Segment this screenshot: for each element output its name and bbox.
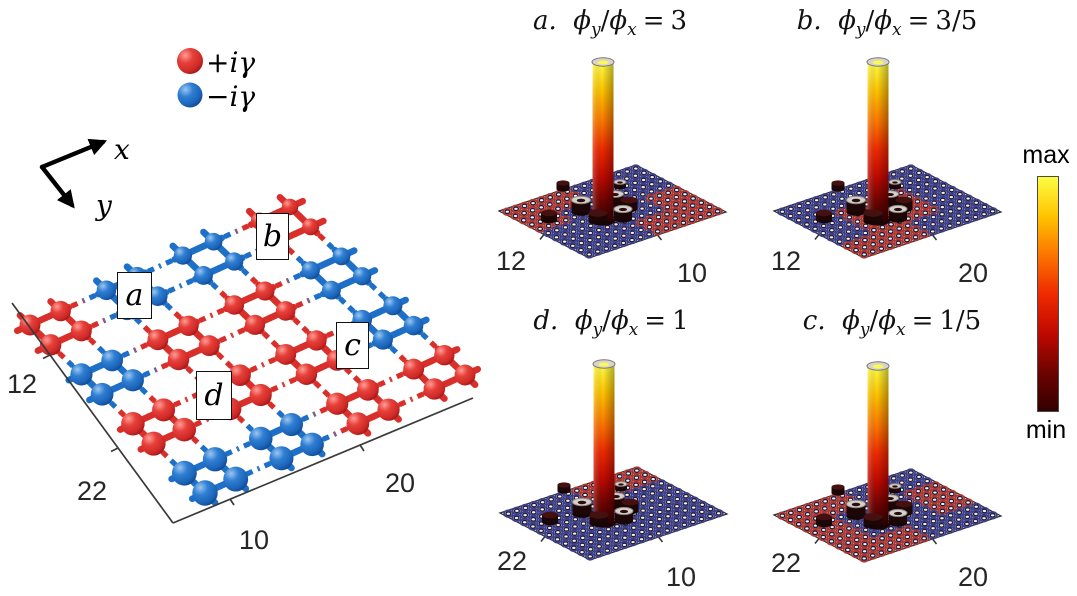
satellite-bars-back (557, 481, 639, 518)
lattice-bonds (13, 194, 482, 506)
colorbar-max-label: max (1022, 141, 1070, 169)
lattice-y-tick-22: 22 (76, 476, 108, 506)
panel-a-title: a. ϕy/ϕx = 3 (532, 6, 688, 41)
panel-a-3d-bar (497, 57, 728, 259)
legend-label-plus-i-gamma: +iγ (206, 46, 256, 79)
satellite-bars-front (816, 508, 908, 529)
satellite-bars-front (816, 204, 908, 225)
lattice-3d-diagram (11, 48, 482, 524)
panel-b-plot: 12 20 (770, 48, 1030, 298)
axis-key-arrows (39, 138, 108, 209)
panel-b-y-tick: 12 (770, 246, 802, 276)
panel-c-title: c. ϕy/ϕx = 1/5 (802, 306, 982, 341)
peak-column (592, 359, 616, 528)
lattice-x-tick-10: 10 (238, 525, 270, 555)
lattice-y-tick-12: 12 (6, 369, 38, 399)
y-axis-arrow (39, 164, 75, 209)
panel-a-y-tick: 12 (495, 246, 527, 276)
panel-b-x-tick: 20 (957, 258, 989, 288)
satellite-bars-front (542, 506, 634, 527)
panel-c-y-tick: 22 (770, 548, 802, 578)
panel-b-3d-bar (772, 57, 1003, 259)
colorbar-min-label: min (1025, 416, 1067, 444)
legend-dot-minus (177, 82, 203, 108)
peak-column (866, 361, 890, 530)
legend-dots (177, 48, 203, 108)
panel-c-plot: 22 20 (770, 352, 1030, 596)
x-axis-arrow (39, 138, 108, 170)
panel-c-x-tick: 20 (957, 562, 989, 592)
satellite-bars-back (831, 179, 913, 216)
lattice-x-tick-20: 20 (384, 468, 416, 498)
legend-dot-plus (177, 48, 203, 74)
panel-c-3d-bar (772, 361, 1003, 563)
x-axis-key-label: x (114, 133, 130, 166)
lattice-x-axis-line (172, 397, 474, 524)
satellite-bars-front (541, 204, 633, 225)
lattice-y-axis-line (11, 302, 174, 524)
peak-column (866, 57, 890, 226)
panel-a-x-tick: 10 (676, 258, 708, 288)
plaquette-label-c: c (336, 322, 369, 369)
lattice-spheres (19, 198, 476, 506)
plaquette-label-b: b (256, 213, 289, 260)
panel-d-plot: 22 10 (496, 350, 756, 596)
plaquette-label-d: d (196, 371, 232, 420)
panel-d-3d-bar (498, 359, 729, 561)
colorbar (1037, 176, 1059, 412)
satellite-bars-back (831, 483, 913, 520)
panel-d-y-tick: 22 (496, 546, 528, 576)
panel-a-plot: 12 10 (495, 48, 755, 298)
legend-label-minus-i-gamma: −iγ (206, 80, 256, 113)
lattice-axes (11, 302, 474, 524)
peak-column (591, 57, 615, 226)
panel-b-title: b. ϕy/ϕx = 3/5 (796, 6, 978, 41)
y-axis-key-label: y (96, 189, 112, 222)
panel-d-x-tick: 10 (665, 562, 697, 592)
panel-d-title: d. ϕy/ϕx = 1 (533, 306, 689, 341)
plaquette-label-a: a (117, 272, 152, 319)
